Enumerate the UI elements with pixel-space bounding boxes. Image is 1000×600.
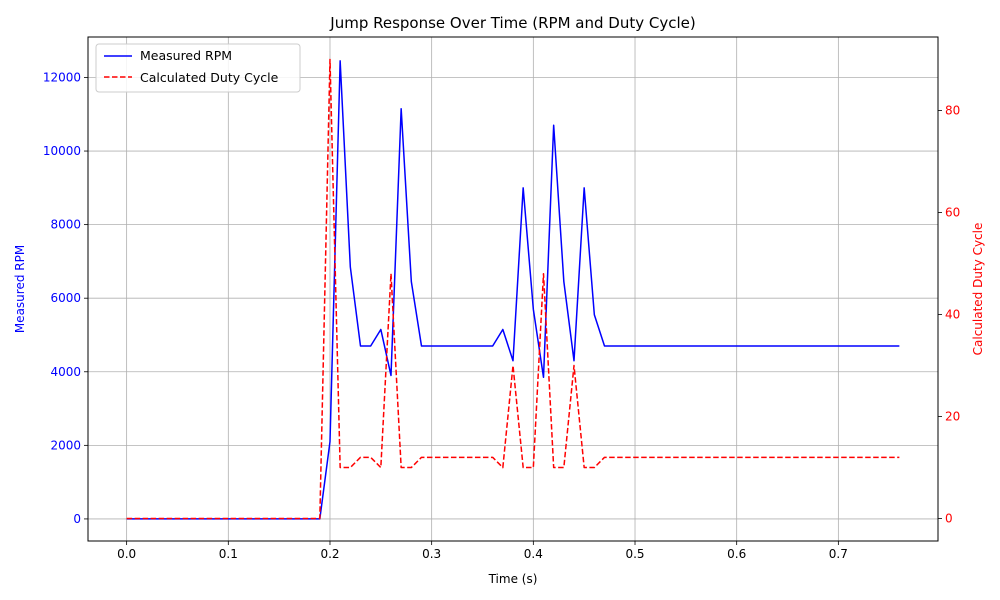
y-left-tick-label: 2000 [50,438,81,452]
plot-lines [126,58,900,520]
y-left-tick-label: 6000 [50,291,81,305]
legend-label-rpm: Measured RPM [140,48,232,63]
rpm-line [126,60,900,520]
y-left-tick-label: 10000 [43,144,81,158]
x-axis-title: Time (s) [488,572,538,586]
legend: Measured RPM Calculated Duty Cycle [95,43,301,93]
y-left-tick-label: 12000 [43,70,81,84]
y-right-tick-label: 40 [945,308,960,322]
y-right-axis-title: Calculated Duty Cycle [971,223,985,356]
x-tick-label: 0.0 [117,547,136,561]
x-tick-label: 0.7 [829,547,848,561]
y-right-tick-label: 0 [945,512,953,526]
y-left-tick-label: 8000 [50,218,81,232]
x-tick-label: 0.2 [320,547,339,561]
plot-frame [87,36,939,542]
x-tick-label: 0.5 [625,547,644,561]
legend-label-duty: Calculated Duty Cycle [140,70,279,85]
x-tick-label: 0.6 [727,547,746,561]
x-tick-label: 0.3 [422,547,441,561]
y-left-axis-title: Measured RPM [13,245,27,333]
y-right-tick-label: 80 [945,103,960,117]
y-left-tick-label: 4000 [50,365,81,379]
x-tick-label: 0.1 [219,547,238,561]
y-right-tick-label: 20 [945,410,960,424]
legend-box [95,43,301,93]
chart-title: Jump Response Over Time (RPM and Duty Cy… [329,14,695,32]
x-tick-label: 0.4 [524,547,543,561]
axis-ticks: 0.0 0.1 0.2 0.3 0.4 0.5 0.6 0.70200040006000800… [43,70,960,561]
duty-cycle-line [126,58,900,520]
y-left-tick-label: 0 [73,512,81,526]
y-right-tick-label: 60 [945,205,960,219]
